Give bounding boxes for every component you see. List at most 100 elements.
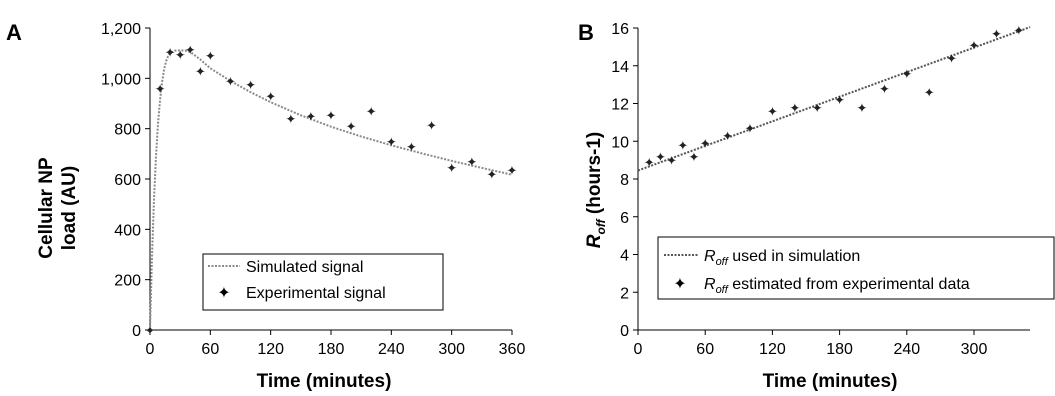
panel-b-x-tick-label: 0 [634, 341, 643, 358]
panel-b-data-point: ✦ [722, 129, 733, 144]
panel-b-y-axis-title: (hours-1) [584, 132, 605, 214]
panel-a-data-point: ✦ [175, 47, 186, 62]
panel-a-legend-label-experimental: Experimental signal [246, 285, 386, 302]
panel-b-x-tick-label: 300 [961, 341, 988, 358]
panel-b-data-point: ✦ [767, 104, 778, 119]
panel-b-data-point: ✦ [666, 153, 677, 168]
panel-a-data-point: ✦ [406, 139, 417, 154]
panel-b-data-point: ✦ [879, 81, 890, 96]
panel-a-y-tick-label: 400 [114, 222, 141, 239]
panel-b-data-point: ✦ [901, 66, 912, 81]
panel-b-legend-star-marker: ✦ [673, 276, 686, 293]
panel-b-y-tick-label: 16 [611, 21, 629, 38]
panel-a-x-tick-label: 180 [318, 341, 345, 358]
panel-b-data-point: ✦ [924, 85, 935, 100]
panel-a-y-tick-label: 1,200 [101, 21, 141, 38]
panel-a-data-point: ✦ [466, 154, 477, 169]
panel-b-x-tick-label: 240 [893, 341, 920, 358]
panel-a-data-point: ✦ [155, 81, 166, 96]
panel-b-legend-subscript-2: off [716, 284, 729, 296]
panel-a-x-tick-label: 240 [378, 341, 405, 358]
panel-b-data-point: ✦ [946, 51, 957, 66]
panel-a-data-point: ✦ [145, 323, 156, 338]
panel-a-data-point: ✦ [225, 74, 236, 89]
panel-b-legend-label-1: used in simulation [732, 248, 860, 265]
panel-b-legend-subscript-1: off [716, 256, 729, 268]
panel-b-legend-symbol-2: R [704, 276, 716, 293]
panel-a-data-point: ✦ [305, 109, 316, 124]
panel-b-legend-label-2: estimated from experimental data [732, 276, 970, 293]
panel-a-data-point: ✦ [185, 42, 196, 57]
panel-b-y-axis-symbol: R [584, 234, 605, 248]
panel-b-label: B [578, 20, 594, 45]
panel-a-data-point: ✦ [486, 167, 497, 182]
panel-a-legend-label-simulated: Simulated signal [246, 259, 363, 276]
panel-a-y-axis-title-line1: Cellular NP [36, 157, 57, 259]
panel-b-data-point: ✦ [677, 138, 688, 153]
panel-b-y-title: Roff (hours-1) [584, 132, 608, 248]
panel-a-data-point: ✦ [426, 118, 437, 133]
panel-b-data-point: ✦ [789, 100, 800, 115]
panel-a-label: A [6, 20, 22, 45]
svg-text:Roff (hours-1): Roff (hours-1) [584, 132, 608, 248]
panel-b-data-point: ✦ [857, 100, 868, 115]
panel-a-data-point: ✦ [386, 134, 397, 149]
panel-b-x-axis-title: Time (minutes) [763, 371, 898, 391]
panel-a-x-tick-label: 0 [146, 341, 155, 358]
panel-a-series-line-0 [149, 49, 513, 331]
panel-a-data-point: ✦ [205, 49, 216, 64]
panel-a-data-point: ✦ [326, 108, 337, 123]
panel-b-data-point: ✦ [834, 93, 845, 108]
panel-a-x-tick-label: 120 [257, 341, 284, 358]
panel-a-data-point: ✦ [265, 89, 276, 104]
panel-a-y-title: Cellular NP load (AU) [36, 157, 80, 259]
panel-b-data-point: ✦ [812, 100, 823, 115]
panel-a-legend-box [202, 253, 444, 311]
panel-b-legend-box [657, 236, 1055, 300]
panel-a-x-tick-label: 300 [438, 341, 465, 358]
panel-b-data-point: ✦ [655, 149, 666, 164]
panel-a-data-point: ✦ [285, 112, 296, 127]
panel-b-data-point: ✦ [1013, 23, 1024, 38]
panel-a-x-tick-label: 60 [201, 341, 219, 358]
panel-a-y-tick-label: 200 [114, 273, 141, 290]
panel-b-data-point: ✦ [689, 149, 700, 164]
svg-text:Roff estimated from experiment: Roff estimated from experimental data [704, 276, 970, 296]
panel-b-legend: Roff used in simulation ✦ Roff estimated… [657, 236, 1055, 300]
panel-a-data-point: ✦ [446, 161, 457, 176]
panel-b-series-line-0 [637, 26, 1031, 172]
panel-b-y-tick-label: 4 [620, 248, 629, 265]
panel-b-legend-symbol-1: R [704, 248, 716, 265]
panel-a-y-tick-label: 600 [114, 172, 141, 189]
panel-b-x-tick-label: 60 [696, 341, 714, 358]
panel-b: B Roff (hours-1) Time (minutes) 0 2 4 6 8 10 1… [578, 20, 1055, 392]
panel-a-y-tick-label: 800 [114, 122, 141, 139]
panel-a-data-point: ✦ [195, 64, 206, 79]
panel-a-x-axis-title: Time (minutes) [257, 371, 392, 391]
panel-a-legend: Simulated signal ✦ Experimental signal [202, 253, 444, 311]
panel-b-x-tick-label: 120 [759, 341, 786, 358]
panel-b-y-tick-label: 0 [620, 323, 629, 340]
panel-a-y-tick-label: 1,000 [101, 71, 141, 88]
panel-b-y-axis-subscript: off [594, 218, 608, 234]
panel-b-data-point: ✦ [745, 121, 756, 136]
panel-b-y-tick-label: 10 [611, 134, 629, 151]
panel-b-x-tick-label: 180 [826, 341, 853, 358]
svg-text:Roff used in simulation: Roff used in simulation [704, 248, 860, 268]
panel-a: A Cellular NP load (AU) Time (minutes) 0… [6, 20, 525, 392]
panel-b-y-tick-label: 12 [611, 97, 629, 114]
panel-a-data-point: ✦ [507, 163, 518, 178]
panel-a-data-point: ✦ [366, 104, 377, 119]
panel-a-y-axis-title-line2: load (AU) [59, 166, 80, 250]
panel-b-y-tick-label: 8 [620, 172, 629, 189]
panel-a-data-point: ✦ [245, 78, 256, 93]
panel-b-data-point: ✦ [700, 136, 711, 151]
panel-a-plot-area: 0 200 400 600 800 1,000 1,200 0 60 120 180 240 300 36… [101, 21, 525, 358]
panel-a-data-point: ✦ [346, 119, 357, 134]
panel-b-y-tick-label: 6 [620, 210, 629, 227]
panel-b-data-point: ✦ [991, 27, 1002, 42]
panel-b-y-tick-label: 2 [620, 285, 629, 302]
panel-a-data-point: ✦ [165, 45, 176, 60]
panel-a-legend-star-marker: ✦ [217, 285, 230, 302]
